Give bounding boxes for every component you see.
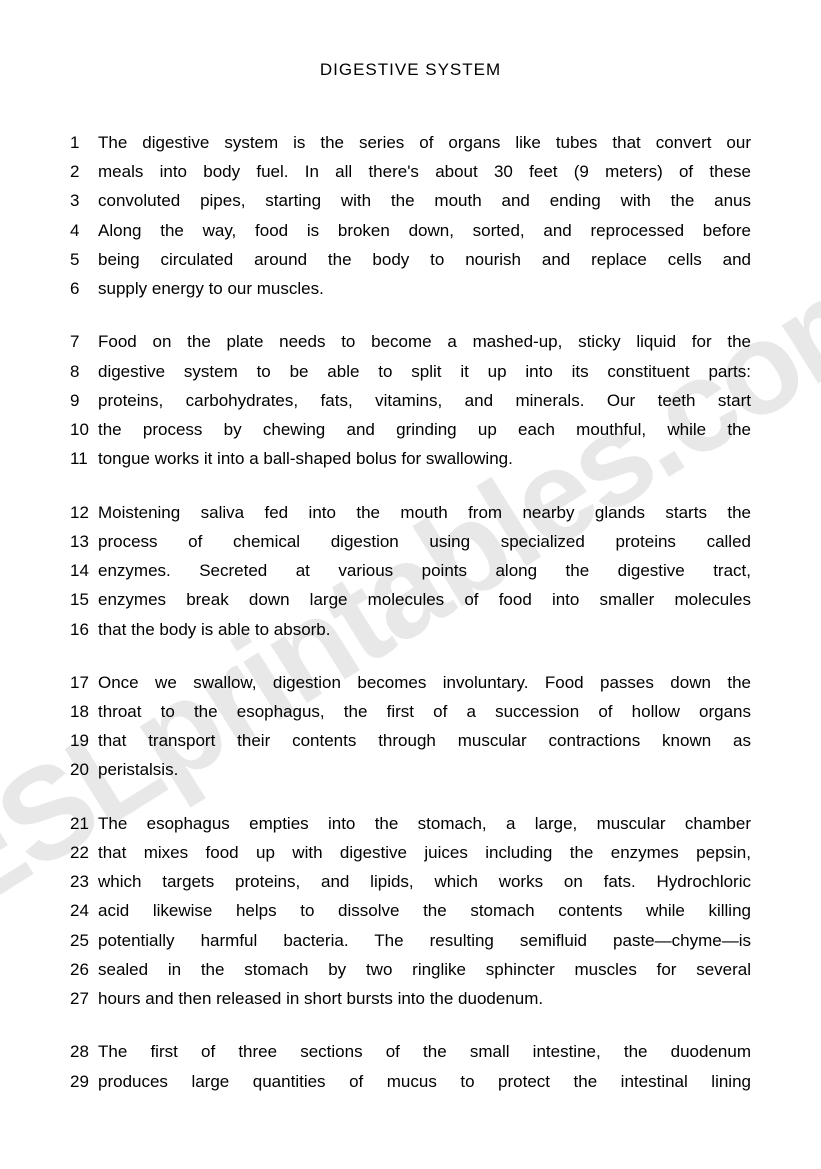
line-number: 27 — [70, 984, 98, 1013]
line-number: 6 — [70, 274, 98, 303]
text-line: 16that the body is able to absorb. — [70, 615, 751, 644]
line-number: 23 — [70, 867, 98, 896]
line-number: 25 — [70, 926, 98, 955]
line-text: which targets proteins, and lipids, whic… — [98, 867, 751, 896]
line-number: 2 — [70, 157, 98, 186]
line-number: 7 — [70, 327, 98, 356]
line-text: being circulated around the body to nour… — [98, 245, 751, 274]
line-text: acid likewise helps to dissolve the stom… — [98, 896, 751, 925]
line-number: 16 — [70, 615, 98, 644]
text-line: 13process of chemical digestion using sp… — [70, 527, 751, 556]
line-text: Food on the plate needs to become a mash… — [98, 327, 751, 356]
paragraph-gap — [70, 303, 751, 327]
line-number: 20 — [70, 755, 98, 784]
line-text: The first of three sections of the small… — [98, 1037, 751, 1066]
line-text: peristalsis. — [98, 755, 751, 784]
text-line: 2meals into body fuel. In all there's ab… — [70, 157, 751, 186]
paragraph-gap — [70, 785, 751, 809]
text-line: 15enzymes break down large molecules of … — [70, 585, 751, 614]
text-line: 3convoluted pipes, starting with the mou… — [70, 186, 751, 215]
text-line: 26sealed in the stomach by two ringlike … — [70, 955, 751, 984]
text-line: 21The esophagus empties into the stomach… — [70, 809, 751, 838]
line-number: 3 — [70, 186, 98, 215]
text-line: 14enzymes. Secreted at various points al… — [70, 556, 751, 585]
text-line: 27hours and then released in short burst… — [70, 984, 751, 1013]
line-number: 19 — [70, 726, 98, 755]
text-line: 20peristalsis. — [70, 755, 751, 784]
document-body: 1The digestive system is the series of o… — [70, 128, 751, 1096]
text-line: 4Along the way, food is broken down, sor… — [70, 216, 751, 245]
line-number: 11 — [70, 444, 98, 473]
text-line: 10the process by chewing and grinding up… — [70, 415, 751, 444]
line-text: convoluted pipes, starting with the mout… — [98, 186, 751, 215]
line-number: 24 — [70, 896, 98, 925]
line-text: the process by chewing and grinding up e… — [98, 415, 751, 444]
line-text: Along the way, food is broken down, sort… — [98, 216, 751, 245]
text-line: 19that transport their contents through … — [70, 726, 751, 755]
line-text: Moistening saliva fed into the mouth fro… — [98, 498, 751, 527]
line-text: enzymes break down large molecules of fo… — [98, 585, 751, 614]
line-text: sealed in the stomach by two ringlike sp… — [98, 955, 751, 984]
line-text: enzymes. Secreted at various points alon… — [98, 556, 751, 585]
line-number: 9 — [70, 386, 98, 415]
paragraph-gap — [70, 644, 751, 668]
text-line: 8digestive system to be able to split it… — [70, 357, 751, 386]
document-content: DIGESTIVE SYSTEM 1The digestive system i… — [70, 60, 751, 1096]
line-text: Once we swallow, digestion becomes invol… — [98, 668, 751, 697]
text-line: 12Moistening saliva fed into the mouth f… — [70, 498, 751, 527]
line-number: 18 — [70, 697, 98, 726]
line-text: that transport their contents through mu… — [98, 726, 751, 755]
line-text: hours and then released in short bursts … — [98, 984, 751, 1013]
line-number: 1 — [70, 128, 98, 157]
text-line: 23which targets proteins, and lipids, wh… — [70, 867, 751, 896]
line-text: that mixes food up with digestive juices… — [98, 838, 751, 867]
line-number: 12 — [70, 498, 98, 527]
line-text: proteins, carbohydrates, fats, vitamins,… — [98, 386, 751, 415]
line-number: 8 — [70, 357, 98, 386]
text-line: 18throat to the esophagus, the first of … — [70, 697, 751, 726]
text-line: 17Once we swallow, digestion becomes inv… — [70, 668, 751, 697]
line-text: potentially harmful bacteria. The result… — [98, 926, 751, 955]
line-text: The esophagus empties into the stomach, … — [98, 809, 751, 838]
document-title: DIGESTIVE SYSTEM — [70, 60, 751, 80]
text-line: 9proteins, carbohydrates, fats, vitamins… — [70, 386, 751, 415]
line-text: process of chemical digestion using spec… — [98, 527, 751, 556]
text-line: 29produces large quantities of mucus to … — [70, 1067, 751, 1096]
line-text: meals into body fuel. In all there's abo… — [98, 157, 751, 186]
line-number: 5 — [70, 245, 98, 274]
paragraph-gap — [70, 1013, 751, 1037]
line-text: produces large quantities of mucus to pr… — [98, 1067, 751, 1096]
text-line: 11tongue works it into a ball-shaped bol… — [70, 444, 751, 473]
line-text: tongue works it into a ball-shaped bolus… — [98, 444, 751, 473]
paragraph-gap — [70, 474, 751, 498]
line-number: 14 — [70, 556, 98, 585]
line-number: 28 — [70, 1037, 98, 1066]
text-line: 25potentially harmful bacteria. The resu… — [70, 926, 751, 955]
line-text: The digestive system is the series of or… — [98, 128, 751, 157]
line-number: 22 — [70, 838, 98, 867]
line-number: 29 — [70, 1067, 98, 1096]
text-line: 28The first of three sections of the sma… — [70, 1037, 751, 1066]
line-text: that the body is able to absorb. — [98, 615, 751, 644]
line-number: 17 — [70, 668, 98, 697]
text-line: 7Food on the plate needs to become a mas… — [70, 327, 751, 356]
line-number: 15 — [70, 585, 98, 614]
line-number: 26 — [70, 955, 98, 984]
text-line: 5being circulated around the body to nou… — [70, 245, 751, 274]
text-line: 6supply energy to our muscles. — [70, 274, 751, 303]
line-number: 4 — [70, 216, 98, 245]
line-number: 10 — [70, 415, 98, 444]
line-text: digestive system to be able to split it … — [98, 357, 751, 386]
text-line: 1The digestive system is the series of o… — [70, 128, 751, 157]
line-number: 13 — [70, 527, 98, 556]
line-number: 21 — [70, 809, 98, 838]
text-line: 24acid likewise helps to dissolve the st… — [70, 896, 751, 925]
line-text: supply energy to our muscles. — [98, 274, 751, 303]
line-text: throat to the esophagus, the first of a … — [98, 697, 751, 726]
text-line: 22that mixes food up with digestive juic… — [70, 838, 751, 867]
